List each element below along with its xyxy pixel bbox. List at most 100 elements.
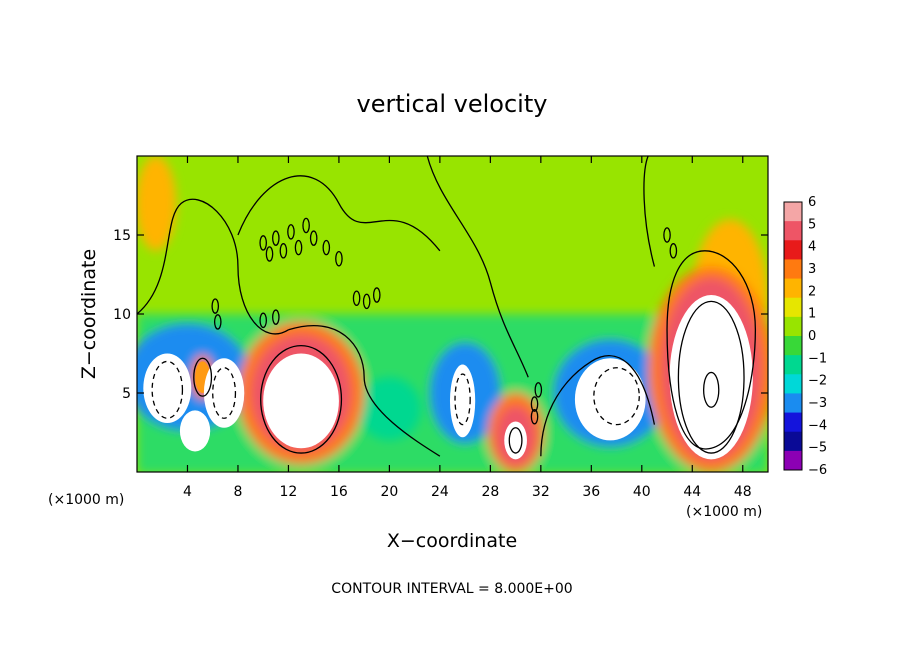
x-tick-label: 24: [431, 484, 449, 500]
small-contour: [663, 227, 671, 243]
colorbar-swatch: [784, 278, 802, 299]
small-contour: [259, 235, 268, 251]
zero-contour: [426, 156, 529, 378]
downdraft-core: [574, 358, 646, 441]
colorbar-label: 5: [808, 217, 816, 232]
colorbar-label: −2: [808, 374, 827, 389]
small-contour: [309, 230, 318, 246]
zero-contour: [137, 198, 289, 335]
positive-contour: [193, 357, 213, 397]
x-tick-label: 28: [481, 484, 499, 500]
x-axis-ticks: 4 8 12 16 20 24 28 32 36 40 44 48: [183, 156, 752, 500]
colorbar-swatch: [784, 202, 802, 222]
plot-area: [137, 156, 768, 472]
colorbar-label: 3: [808, 262, 816, 277]
zero-contour: [237, 175, 441, 252]
colorbar-swatch: [784, 374, 802, 394]
y-tick-label: 15: [113, 228, 131, 244]
x-tick-label: 8: [233, 484, 242, 500]
zero-contour: [643, 156, 656, 267]
zero-contour: [288, 324, 441, 457]
small-contour: [279, 243, 288, 259]
small-contour: [530, 396, 539, 412]
zero-contour: [540, 355, 656, 457]
positive-contour: [508, 427, 523, 454]
contour-interval-note: CONTOUR INTERVAL = 8.000E+00: [331, 581, 572, 597]
small-contour: [294, 239, 303, 256]
negative-contour: [151, 360, 184, 419]
colorbar-label: 0: [808, 329, 816, 344]
small-contour: [669, 243, 678, 259]
downdraft-core: [203, 358, 245, 428]
colorbar-label: 6: [808, 195, 816, 210]
negative-contour: [212, 367, 237, 419]
colorbar-label: −4: [808, 418, 827, 433]
y-tick-label: 5: [122, 386, 131, 402]
x-tick-label: 48: [734, 484, 752, 500]
downdraft-region: [357, 377, 421, 441]
chart-title: vertical velocity: [357, 90, 548, 118]
small-contour: [362, 293, 371, 310]
small-contour: [335, 250, 343, 267]
x-axis-label: X−coordinate: [387, 530, 517, 552]
x-tick-label: 32: [532, 484, 550, 500]
small-contour: [530, 408, 539, 425]
colorbar-label: 4: [808, 240, 816, 255]
x-unit-label-left: (×1000 m): [48, 492, 124, 508]
small-contour: [302, 217, 310, 234]
colorbar-swatch: [784, 336, 802, 356]
negative-contour: [593, 367, 640, 426]
colorbar-label: −1: [808, 351, 827, 366]
updraft-core: [669, 295, 753, 460]
colorbar-swatch: [784, 431, 802, 452]
small-contour: [352, 290, 361, 306]
x-tick-label: 36: [582, 484, 600, 500]
colorbar-swatch: [784, 412, 802, 433]
colorbar-swatch: [784, 316, 802, 337]
y-axis-label: Z−coordinate: [78, 249, 100, 379]
zero-contour: [666, 250, 757, 450]
updraft-core: [263, 353, 339, 449]
contour-lines: [137, 156, 757, 457]
heatmap-cores: [143, 295, 753, 460]
downdraft-core: [179, 410, 211, 452]
small-contour: [534, 382, 543, 398]
small-contour: [259, 312, 268, 329]
colorbar-swatch: [784, 240, 802, 260]
y-axis-ticks: 5 10 15: [113, 228, 768, 402]
positive-contour: [260, 344, 343, 454]
positive-contour: [677, 300, 745, 454]
small-contour: [211, 298, 220, 314]
x-tick-label: 40: [633, 484, 651, 500]
updraft-region: [137, 156, 177, 251]
x-unit-label-right: (×1000 m): [686, 504, 762, 520]
small-contour: [272, 309, 280, 325]
updraft-core: [504, 421, 527, 460]
small-contour: [213, 314, 222, 330]
x-tick-label: 20: [380, 484, 398, 500]
x-tick-label: 12: [280, 484, 298, 500]
colorbar-swatch: [784, 221, 802, 241]
downdraft-core: [449, 364, 476, 438]
negative-contour: [454, 373, 471, 426]
colorbar-swatch: [784, 355, 802, 375]
colorbar-label: −3: [808, 396, 827, 411]
colorbar-label: −5: [808, 441, 827, 456]
small-contour: [372, 287, 381, 303]
colorbar: 6 5 4 3 2 1 0 −1 −2 −3 −4 −5 −6: [783, 195, 827, 478]
positive-contour: [702, 371, 720, 408]
colorbar-swatch: [784, 450, 802, 471]
downdraft-core: [143, 353, 192, 424]
small-contour: [322, 239, 331, 256]
colorbar-swatch: [784, 393, 802, 414]
x-tick-label: 4: [183, 484, 192, 500]
small-contour: [287, 224, 295, 240]
colorbar-swatch: [784, 297, 802, 318]
colorbar-frame: [783, 201, 803, 471]
colorbar-swatch: [784, 259, 802, 280]
colorbar-label: −6: [808, 463, 827, 478]
y-tick-label: 10: [113, 307, 131, 323]
colorbar-label: 1: [808, 307, 816, 322]
colorbar-label: 2: [808, 284, 816, 299]
